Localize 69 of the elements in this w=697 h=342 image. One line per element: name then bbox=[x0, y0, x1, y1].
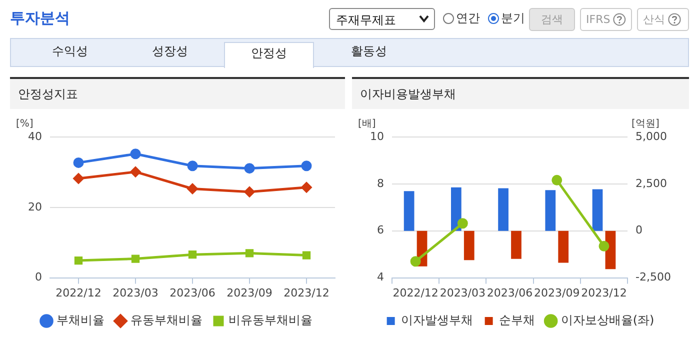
text: 안정성 bbox=[224, 42, 314, 68]
y2-tick-label: -2,500 bbox=[636, 270, 672, 284]
x-tick-label: 2023/12 bbox=[581, 286, 627, 300]
point bbox=[301, 182, 312, 193]
legend-label: 순부채 bbox=[498, 313, 535, 328]
legend-label: 이자보상배율(좌) bbox=[560, 313, 654, 328]
point bbox=[130, 148, 141, 160]
point bbox=[188, 250, 197, 259]
text: 투자분석 bbox=[10, 9, 70, 28]
text: 연간 bbox=[456, 10, 480, 27]
point bbox=[73, 173, 84, 184]
point bbox=[302, 251, 311, 260]
x-tick-label: 2023/06 bbox=[170, 286, 216, 300]
legend-label: 유동부채비율 bbox=[130, 313, 202, 328]
y-tick-label: 0 bbox=[34, 270, 42, 284]
bar bbox=[498, 188, 508, 231]
text: 주재무제표 bbox=[336, 13, 396, 27]
bar bbox=[545, 190, 556, 231]
bar bbox=[464, 230, 474, 260]
x-tick-label: 2022/12 bbox=[56, 286, 102, 300]
legend-label: 이자발생부채 bbox=[400, 313, 473, 328]
text: 수익성 bbox=[51, 43, 89, 60]
x-tick-label: 2023/03 bbox=[112, 286, 158, 300]
point bbox=[130, 166, 141, 178]
y-tick-label: 40 bbox=[28, 130, 42, 143]
text: 검색 bbox=[529, 8, 575, 31]
y2-tick-label: 0 bbox=[636, 224, 643, 237]
text: 성장성 bbox=[151, 43, 189, 60]
point bbox=[187, 183, 198, 194]
x-tick-label: 2023/09 bbox=[534, 286, 580, 300]
point bbox=[73, 157, 84, 168]
point bbox=[74, 256, 83, 265]
x-tick-label: 2023/09 bbox=[226, 286, 272, 300]
y-tick-label: 4 bbox=[376, 270, 384, 284]
point bbox=[301, 160, 312, 172]
x-tick-label: 2022/12 bbox=[392, 286, 438, 300]
y2-tick-label: 5,000 bbox=[636, 130, 668, 143]
text: 산식 bbox=[643, 12, 665, 27]
y-tick-label: 10 bbox=[370, 130, 384, 143]
chart-title: 이자비용발생부채 bbox=[352, 79, 689, 109]
legend-label: 부채비율 bbox=[56, 313, 104, 328]
y-axis-title: [%] bbox=[16, 118, 34, 130]
point bbox=[552, 174, 562, 186]
y2-axis-title: [억원] bbox=[632, 118, 660, 130]
bar bbox=[558, 230, 569, 263]
x-tick-label: 2023/03 bbox=[440, 286, 486, 300]
point bbox=[244, 186, 255, 198]
y-tick-label: 20 bbox=[28, 200, 42, 214]
point bbox=[598, 240, 610, 252]
y-axis-title: [배] bbox=[358, 118, 376, 130]
point bbox=[457, 218, 468, 229]
point bbox=[410, 256, 421, 267]
y-tick-label: 8 bbox=[376, 176, 384, 190]
x-tick-label: 2023/06 bbox=[486, 286, 533, 300]
point bbox=[245, 249, 254, 258]
point bbox=[131, 254, 140, 263]
chart-title: 안정성지표 bbox=[10, 79, 345, 109]
point bbox=[187, 160, 198, 172]
text: IFRS bbox=[586, 13, 610, 26]
bar bbox=[511, 230, 522, 259]
text: 분기 bbox=[501, 10, 525, 27]
bar bbox=[592, 189, 603, 231]
x-tick-label: 2023/12 bbox=[284, 286, 330, 300]
legend-label: 비유동부채비율 bbox=[228, 313, 312, 328]
bar bbox=[404, 191, 414, 231]
y2-tick-label: 2,500 bbox=[636, 176, 668, 190]
y-tick-label: 6 bbox=[376, 224, 384, 237]
text: 활동성 bbox=[350, 43, 388, 60]
point bbox=[244, 163, 255, 174]
